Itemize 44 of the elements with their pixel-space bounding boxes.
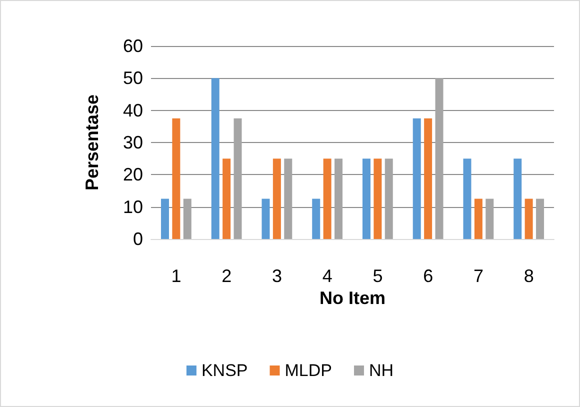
bar [211, 78, 220, 239]
bar [183, 198, 192, 239]
bar [262, 198, 270, 239]
bar [536, 198, 544, 239]
x-tick-label: 7 [473, 266, 484, 286]
bar [412, 118, 421, 239]
bar [284, 158, 292, 239]
x-tick-label: 6 [423, 266, 434, 286]
y-tick-label: 60 [122, 36, 143, 56]
x-tick-label: 5 [372, 266, 383, 286]
bar [435, 78, 444, 239]
x-tick-label: 3 [272, 266, 282, 286]
y-tick-label: 20 [122, 164, 143, 185]
x-tick-label: 8 [524, 266, 534, 286]
bar [362, 158, 370, 239]
bar [486, 198, 494, 239]
legend-label: MLDP [284, 361, 332, 380]
legend-label: KNSP [201, 361, 248, 380]
bar [514, 158, 522, 239]
bar [272, 158, 281, 239]
bar [312, 198, 320, 239]
y-tick-label: 50 [122, 68, 143, 88]
y-axis-title: Persentase [82, 94, 102, 191]
legend-label: NH [368, 361, 394, 380]
x-tick-label: 1 [171, 266, 182, 286]
y-tick-label: 40 [122, 100, 143, 120]
bar [334, 158, 343, 239]
bar [222, 158, 231, 239]
y-tick-label: 10 [122, 196, 143, 217]
y-tick-label: 0 [132, 229, 143, 249]
bar [474, 198, 482, 239]
bar [384, 158, 393, 239]
bar [323, 158, 332, 239]
bar [160, 198, 169, 239]
bar [524, 198, 533, 239]
bar [463, 158, 472, 239]
bar [172, 118, 180, 239]
bar [424, 118, 432, 239]
x-tick-label: 4 [322, 266, 332, 286]
bar [234, 118, 242, 239]
bar [374, 158, 382, 239]
y-tick-label: 30 [122, 132, 143, 152]
x-tick-label: 2 [222, 266, 232, 286]
x-axis-title: No Item [319, 288, 386, 308]
